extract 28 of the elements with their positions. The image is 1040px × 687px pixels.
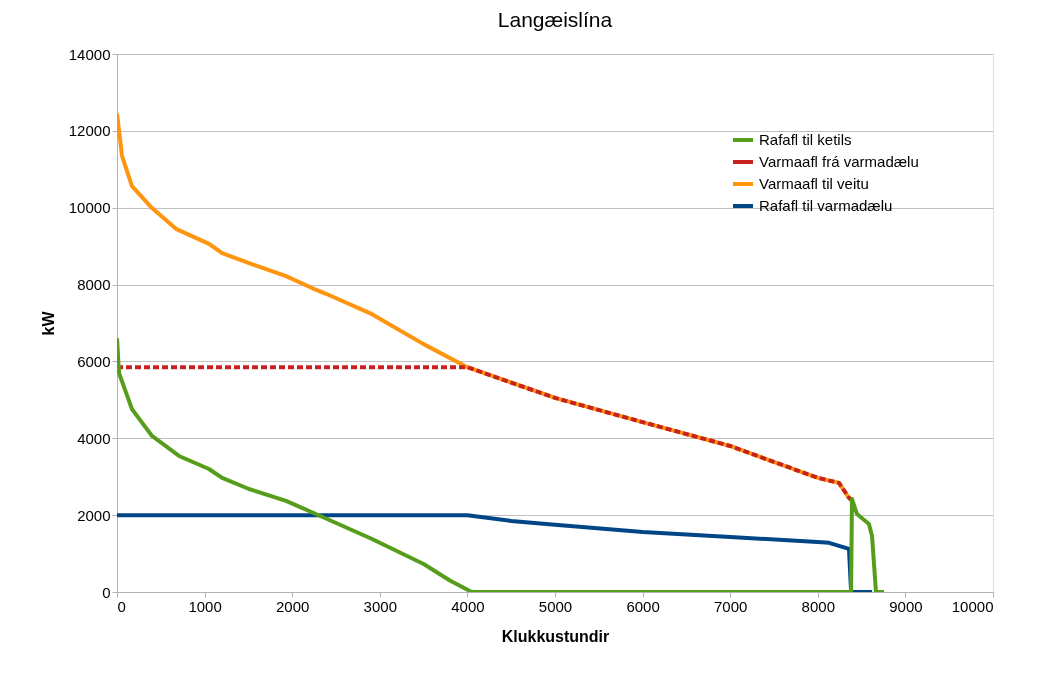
y-tick-label: 6000 (77, 352, 111, 370)
y-axis-title: kW (39, 310, 57, 336)
y-tick-label: 0 (102, 583, 111, 601)
y-tick-label: 10000 (68, 199, 111, 217)
x-tick-label: 3000 (363, 597, 397, 615)
legend-label: Varmaafl til veitu (759, 175, 869, 192)
x-tick-label: 9000 (889, 597, 923, 615)
x-tick-label: 2000 (276, 597, 310, 615)
x-tick-label: 8000 (801, 597, 835, 615)
x-tick-label: 1000 (188, 597, 222, 615)
x-tick-label: 10000 (951, 597, 994, 615)
x-tick-label: 5000 (538, 597, 573, 615)
legend-label: Rafafl til ketils (759, 131, 852, 148)
x-axis-title: Klukkustundir (501, 627, 610, 645)
x-tick-label: 4000 (451, 597, 485, 615)
x-tick-label: 7000 (714, 597, 748, 615)
line-series (117, 336, 887, 592)
y-tick-label: 4000 (77, 429, 111, 447)
line-series (117, 513, 875, 592)
y-tick-label: 2000 (77, 506, 111, 524)
y-tick-label: 8000 (77, 276, 111, 294)
legend-label: Rafafl til varmadælu (759, 197, 893, 214)
x-tick-label: 6000 (626, 597, 660, 615)
chart-title: Langæislína (497, 8, 613, 31)
x-tick-label: 0 (117, 597, 126, 615)
y-tick-label: 14000 (68, 45, 111, 63)
y-tick-label: 12000 (68, 122, 111, 140)
legend-label: Varmaafl frá varmadælu (759, 153, 919, 170)
